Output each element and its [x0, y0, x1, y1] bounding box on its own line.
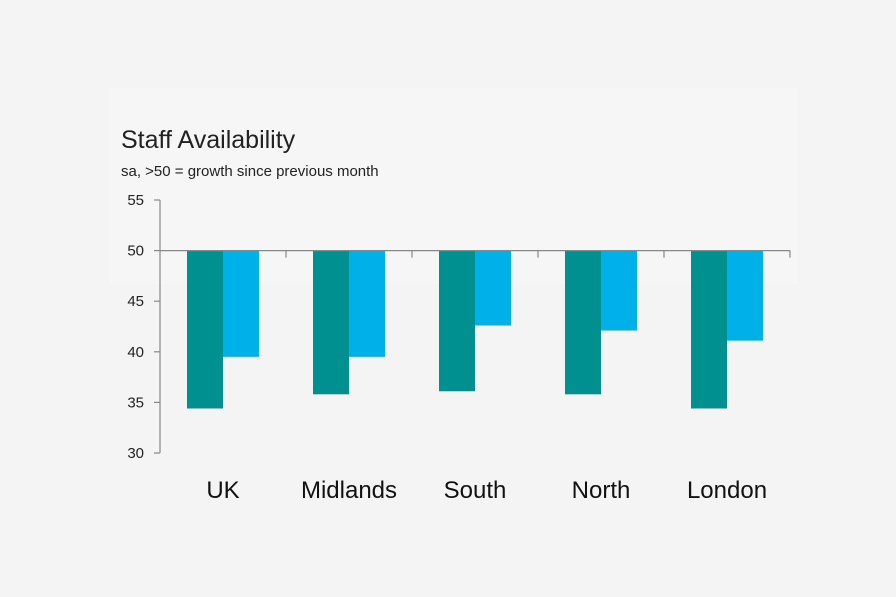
bar-midlands-temporary [349, 250, 385, 357]
bar-south-temporary [475, 250, 511, 326]
bar-north-temporary [601, 250, 637, 331]
bar-london-temporary [727, 250, 763, 341]
y-tick-label-55: 55 [127, 192, 144, 209]
bar-london-permanent [691, 250, 727, 409]
bar-south-permanent [439, 250, 475, 392]
bars-group [187, 250, 763, 409]
bar-north-permanent [565, 250, 601, 395]
y-tick-label-35: 35 [127, 394, 144, 411]
category-label-uk: UK [206, 477, 239, 504]
bar-midlands-permanent [313, 250, 349, 395]
y-tick-label-50: 50 [127, 243, 144, 260]
bar-uk-permanent [187, 250, 223, 409]
y-tick-label-30: 30 [127, 445, 144, 462]
labels-group: UK Midlands South North London 30 35 40 45 50 55 [127, 192, 767, 504]
y-tick-label-45: 45 [127, 293, 144, 310]
chart-title: Staff Availability [121, 126, 296, 154]
category-label-north: North [572, 477, 631, 504]
category-label-london: London [687, 477, 767, 504]
category-label-midlands: Midlands [301, 477, 397, 504]
chart-subtitle: sa, >50 = growth since previous month [121, 163, 379, 180]
y-tick-label-40: 40 [127, 344, 144, 361]
category-label-south: South [444, 477, 507, 504]
bar-uk-temporary [223, 250, 259, 357]
axes-group [154, 199, 791, 454]
